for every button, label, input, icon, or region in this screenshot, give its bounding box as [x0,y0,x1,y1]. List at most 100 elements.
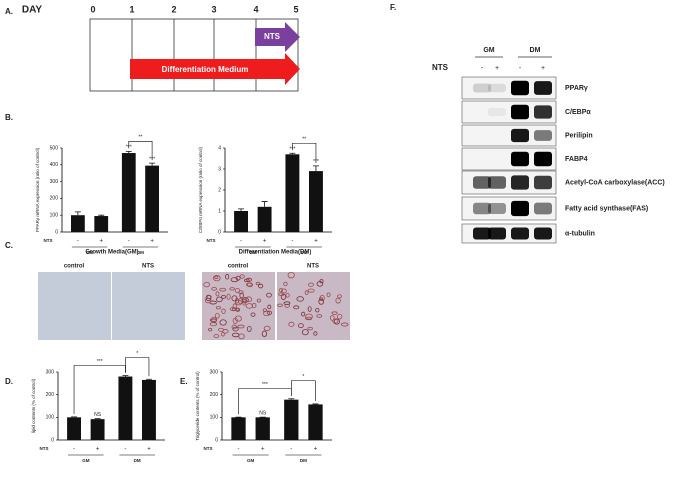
bracket [291,381,315,401]
bar [231,417,245,440]
bar [91,419,105,440]
band [511,228,529,240]
band [488,84,506,93]
significance: ** [302,137,306,143]
x-tick-label: + [314,447,318,453]
bar [309,171,323,232]
error-bar [75,212,81,215]
y-tick-label: 3 [218,166,221,172]
y-tick-label: 200 [210,392,219,398]
y-tick-label: 0 [218,229,221,235]
y-tick-label: 200 [46,392,55,398]
day-number: 0 [90,4,95,14]
blot-group: GM [483,47,494,54]
bar [284,400,298,440]
y-tick-label: 0 [55,229,58,235]
panel-label: A. [5,7,13,16]
bar [258,207,272,232]
bar [118,377,132,440]
day-number: 2 [171,4,176,14]
error-bar [289,153,295,154]
day-number: 1 [129,4,134,14]
significance: NS [94,412,102,418]
blot-group: DM [530,47,541,54]
band [488,176,506,188]
y-tick-label: 300 [50,179,59,185]
band [511,129,529,142]
error-bar [313,166,319,171]
error-bar [149,163,155,166]
group-label: DM [134,458,141,463]
micrograph [112,272,185,340]
lane-sign: - [519,65,522,72]
bracket [125,358,149,377]
arrow-label: NTS [264,32,281,41]
x-tick-label: - [77,239,79,245]
y-axis-label: Triglyceride contents (% of control) [195,371,200,441]
day-number: 4 [253,4,258,14]
bar [122,153,136,232]
x-tick-label: + [96,447,100,453]
significance: * [302,374,304,380]
significance: * [136,351,138,357]
error-bar [98,215,104,216]
lane-sign: + [541,65,545,72]
band [488,108,506,116]
band [511,152,529,167]
error-bar [288,399,294,400]
bar [145,166,159,232]
bar [71,215,85,232]
error-bar [146,379,152,380]
group-label: DM [301,250,308,255]
x-tick-label: + [261,447,265,453]
day-number: 5 [293,4,298,14]
protein-label: PPARγ [565,85,588,92]
protein-label: Perilipin [565,132,593,139]
lane-sign: + [495,65,499,72]
x-tick-label: + [263,239,267,245]
y-tick-label: 300 [210,369,219,375]
treatment-label: NTS [40,446,49,451]
treatment-label: NTS [204,446,213,451]
y-tick-label: 200 [50,196,59,202]
band [534,105,552,118]
arrow-label: Differentiation Medium [162,65,249,74]
y-tick-label: 500 [50,145,59,151]
x-tick-label: - [128,239,130,245]
band [534,130,552,141]
x-tick-label: - [124,447,126,453]
significance: ** [138,135,142,141]
bracket [74,366,125,414]
treatment-label: NTS [207,238,216,243]
bar [256,417,270,440]
group-label: GM [247,458,255,463]
y-tick-label: 100 [46,415,55,421]
bar [142,380,156,440]
protein-label: FABP4 [565,156,588,163]
x-tick-label: - [290,447,292,453]
y-axis-label: PPARγ mRNA expression (ratio of control) [35,147,40,232]
band [488,203,506,214]
group-label: DM [137,250,144,255]
y-axis-label: lipid contents (% of control) [31,378,36,433]
column-label: NTS [307,264,319,270]
group-label: DM [300,458,307,463]
band [534,176,552,189]
y-tick-label: 400 [50,162,59,168]
error-bar [122,376,128,377]
bar [285,154,299,232]
band [511,201,529,216]
column-label: control [228,264,249,270]
protein-label: Acetyl-CoA carboxylase(ACC) [565,179,665,186]
x-tick-label: + [314,239,318,245]
treatment-label: NTS [44,238,53,243]
group-label: GM [249,250,257,255]
band [534,203,552,215]
blot-treatment: NTS [432,63,449,72]
y-tick-label: 300 [46,369,55,375]
panel-label: D. [5,377,13,386]
x-tick-label: - [238,447,240,453]
band [511,105,529,120]
y-axis-label: C/EBPα mRNA expression (ratio of control… [198,146,203,233]
